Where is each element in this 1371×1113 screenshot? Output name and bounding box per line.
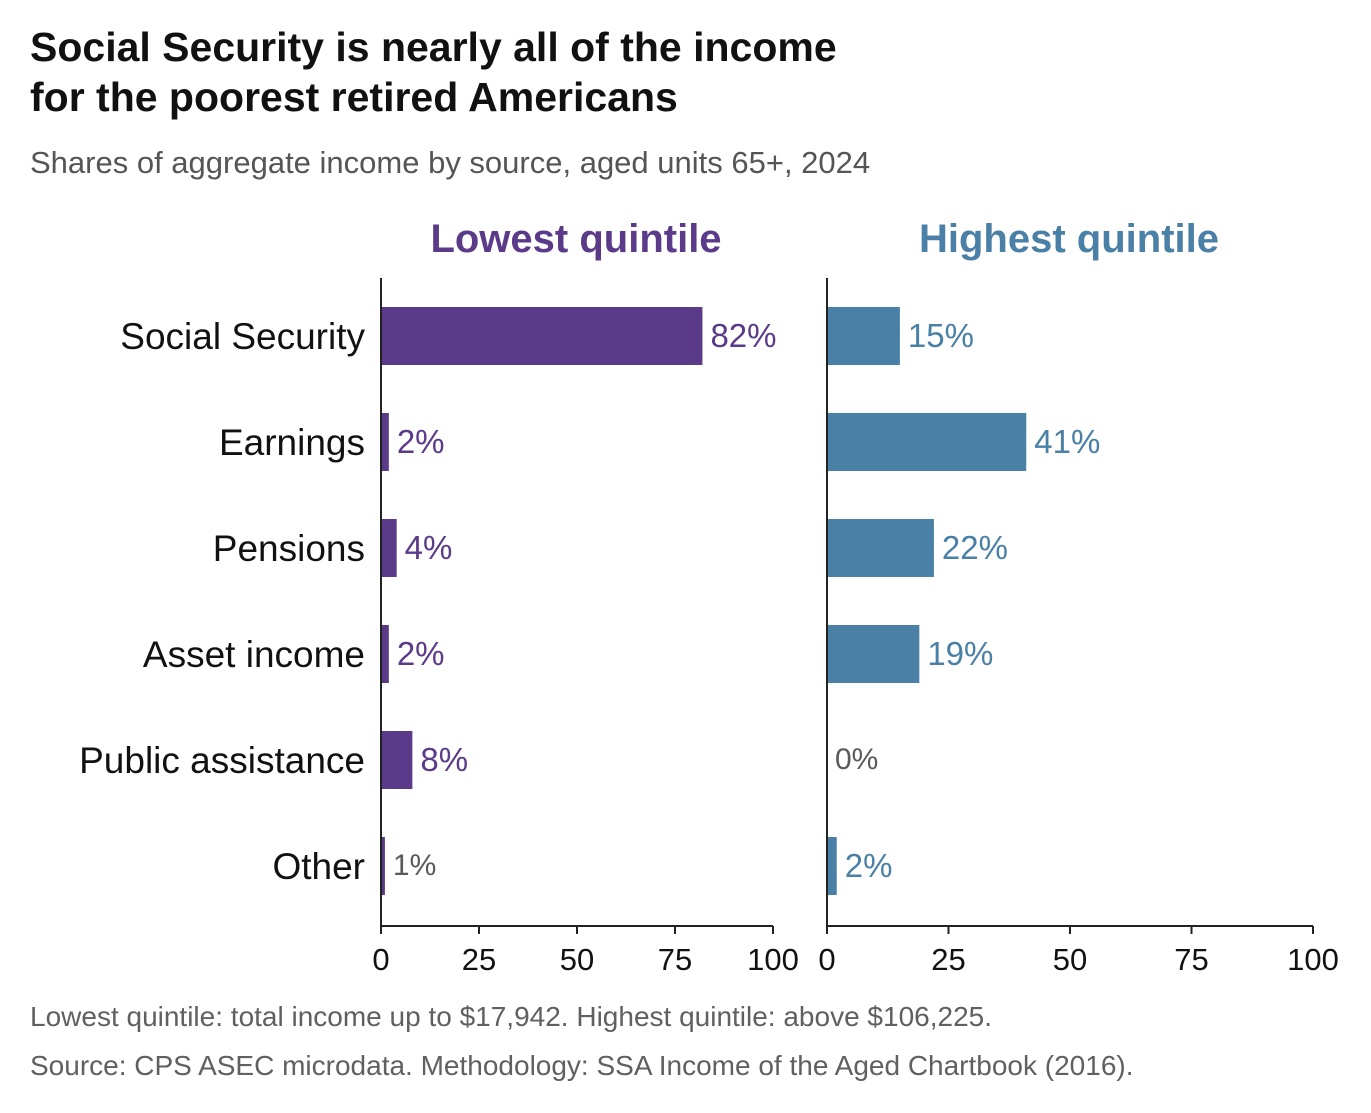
x-tick-label-lowest-quintile-25: 25 [462,942,496,977]
category-label-other: Other [272,846,365,887]
x-tick-label-highest-quintile-75: 75 [1174,942,1208,977]
value-label-lowest-quintile-earnings: 2% [397,423,445,460]
value-label-lowest-quintile-pensions: 4% [405,529,453,566]
panel-title-highest-quintile: Highest quintile [919,217,1219,261]
x-tick-label-lowest-quintile-75: 75 [658,942,692,977]
x-tick-label-lowest-quintile-0: 0 [372,942,389,977]
category-label-earnings: Earnings [219,422,365,463]
category-label-asset-income: Asset income [143,634,365,675]
bar-lowest-quintile-earnings [381,413,389,471]
x-tick-label-lowest-quintile-100: 100 [747,942,799,977]
bar-highest-quintile-social-security [827,307,900,365]
bar-lowest-quintile-public-assistance [381,731,413,789]
x-tick-label-highest-quintile-50: 50 [1053,942,1087,977]
value-label-lowest-quintile-social-security: 82% [710,317,776,354]
value-label-highest-quintile-public-assistance: 0% [835,743,878,776]
category-label-social-security: Social Security [120,316,365,357]
value-label-highest-quintile-social-security: 15% [908,317,974,354]
chart-title-line-1: Social Security is nearly all of the inc… [30,24,837,70]
chart-subtitle: Shares of aggregate income by source, ag… [30,145,871,180]
x-tick-label-lowest-quintile-50: 50 [560,942,594,977]
x-tick-label-highest-quintile-0: 0 [818,942,835,977]
chart-title: Social Security is nearly all of the inc… [30,22,1230,122]
bar-highest-quintile-other [827,837,837,895]
value-label-highest-quintile-asset-income: 19% [927,635,993,672]
bar-lowest-quintile-asset-income [381,625,389,683]
value-label-highest-quintile-other: 2% [845,847,893,884]
chart-figure: Social Security Earnings Pensions Asset inc… [79,217,1339,977]
bar-highest-quintile-asset-income [827,625,920,683]
value-label-lowest-quintile-asset-income: 2% [397,635,445,672]
x-tick-label-highest-quintile-25: 25 [931,942,965,977]
bar-lowest-quintile-social-security [381,307,703,365]
value-label-highest-quintile-earnings: 41% [1034,423,1100,460]
category-label-public-assistance: Public assistance [79,740,365,781]
x-tick-label-highest-quintile-100: 100 [1287,942,1339,977]
bar-lowest-quintile-pensions [381,519,397,577]
value-label-lowest-quintile-other: 1% [393,849,436,882]
bar-highest-quintile-pensions [827,519,934,577]
bar-highest-quintile-earnings [827,413,1027,471]
footnote-source: Source: CPS ASEC microdata. Methodology:… [30,1050,1134,1081]
panel-title-lowest-quintile: Lowest quintile [430,217,721,261]
category-label-pensions: Pensions [213,528,365,569]
footnote-quintile-thresholds: Lowest quintile: total income up to $17,… [30,1001,992,1032]
chart-title-line-2: for the poorest retired Americans [30,74,678,120]
bar-lowest-quintile-other [381,837,385,895]
value-label-lowest-quintile-public-assistance: 8% [420,741,468,778]
value-label-highest-quintile-pensions: 22% [942,529,1008,566]
